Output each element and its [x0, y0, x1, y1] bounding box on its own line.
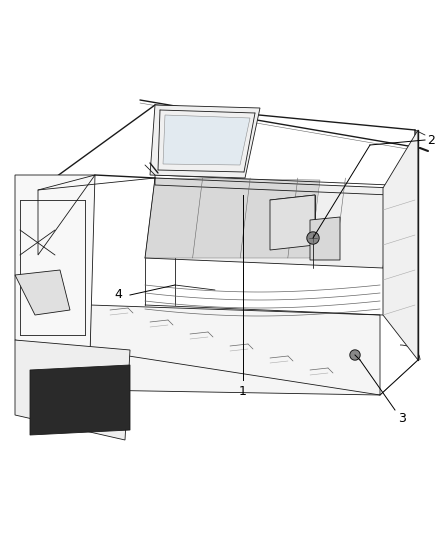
- Polygon shape: [150, 105, 260, 178]
- Circle shape: [307, 232, 319, 244]
- Polygon shape: [15, 270, 70, 315]
- Circle shape: [350, 350, 360, 360]
- Polygon shape: [310, 217, 340, 260]
- Circle shape: [308, 233, 318, 243]
- Polygon shape: [15, 175, 95, 355]
- Polygon shape: [145, 178, 393, 268]
- Polygon shape: [90, 305, 380, 395]
- Polygon shape: [30, 365, 130, 435]
- Polygon shape: [383, 130, 418, 360]
- Polygon shape: [163, 115, 250, 165]
- Circle shape: [351, 351, 359, 359]
- Text: 3: 3: [398, 411, 406, 424]
- Polygon shape: [145, 178, 320, 258]
- Polygon shape: [270, 195, 315, 250]
- Polygon shape: [15, 340, 130, 440]
- Text: 4: 4: [114, 288, 122, 302]
- Text: 2: 2: [427, 133, 435, 147]
- Text: 1: 1: [239, 385, 247, 398]
